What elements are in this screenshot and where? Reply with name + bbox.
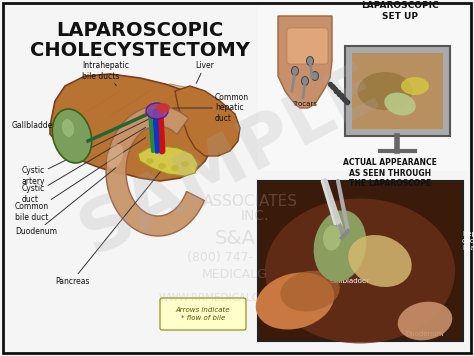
- Ellipse shape: [398, 302, 452, 340]
- Ellipse shape: [171, 165, 179, 171]
- Ellipse shape: [357, 72, 412, 110]
- Text: Cystic
artery: Cystic artery: [22, 117, 153, 186]
- Ellipse shape: [181, 161, 189, 167]
- Ellipse shape: [401, 77, 429, 95]
- Ellipse shape: [255, 272, 334, 330]
- Text: Arrows indicate
* flow of bile: Arrows indicate * flow of bile: [176, 308, 230, 320]
- Polygon shape: [175, 86, 240, 156]
- FancyBboxPatch shape: [258, 6, 468, 171]
- Ellipse shape: [314, 210, 366, 282]
- Text: Common
hepatic
duct: Common hepatic duct: [173, 93, 249, 123]
- Ellipse shape: [107, 144, 123, 168]
- Text: Gallbladder: Gallbladder: [330, 278, 370, 284]
- Polygon shape: [155, 84, 210, 151]
- Text: Intrahepatic
bile ducts: Intrahepatic bile ducts: [82, 61, 129, 86]
- Ellipse shape: [348, 235, 412, 287]
- FancyBboxPatch shape: [287, 28, 328, 64]
- Text: Pancreas: Pancreas: [55, 168, 163, 286]
- Ellipse shape: [156, 103, 170, 113]
- Text: Trocars: Trocars: [292, 101, 318, 107]
- Text: Hepato-
duodenal
ligament: Hepato- duodenal ligament: [462, 231, 474, 251]
- Polygon shape: [278, 16, 332, 108]
- Ellipse shape: [301, 77, 309, 85]
- Ellipse shape: [146, 158, 154, 164]
- Ellipse shape: [62, 119, 74, 137]
- Text: LAPAROSCOPIC: LAPAROSCOPIC: [56, 21, 224, 41]
- Text: MEDICALG: MEDICALG: [202, 267, 268, 281]
- Ellipse shape: [146, 103, 168, 119]
- Ellipse shape: [280, 271, 340, 312]
- Text: ACTUAL APPEARANCE
AS SEEN THROUGH
THE LAPAROSCOPE: ACTUAL APPEARANCE AS SEEN THROUGH THE LA…: [343, 158, 437, 188]
- Ellipse shape: [384, 93, 416, 115]
- Polygon shape: [50, 74, 215, 181]
- Text: (800) 747-: (800) 747-: [187, 251, 253, 265]
- Text: Duodenum: Duodenum: [15, 168, 116, 236]
- Polygon shape: [138, 146, 198, 176]
- Text: Cystic
duct: Cystic duct: [22, 127, 146, 204]
- Ellipse shape: [52, 109, 91, 163]
- Text: ASSOCIATES: ASSOCIATES: [202, 194, 298, 209]
- FancyBboxPatch shape: [3, 3, 471, 353]
- Text: Liver: Liver: [195, 62, 214, 84]
- Text: Liver: Liver: [282, 318, 299, 324]
- Ellipse shape: [158, 163, 166, 169]
- Text: WWW.RRMEDICALG: WWW.RRMEDICALG: [159, 293, 261, 303]
- FancyBboxPatch shape: [160, 298, 246, 330]
- Ellipse shape: [307, 57, 313, 66]
- Text: LAPAROSCOPIC
SET UP: LAPAROSCOPIC SET UP: [361, 1, 439, 21]
- Text: SAMPLE: SAMPLE: [69, 53, 391, 268]
- FancyBboxPatch shape: [352, 53, 443, 129]
- Text: CHOLECYSTECTOMY: CHOLECYSTECTOMY: [30, 42, 250, 61]
- Ellipse shape: [265, 199, 455, 344]
- Text: Common
bile duct: Common bile duct: [15, 137, 146, 222]
- Text: S&A: S&A: [215, 229, 255, 247]
- FancyBboxPatch shape: [345, 46, 450, 136]
- Text: Duodenum: Duodenum: [406, 331, 444, 337]
- Ellipse shape: [311, 72, 319, 80]
- FancyBboxPatch shape: [258, 181, 463, 341]
- Ellipse shape: [292, 67, 299, 75]
- Text: Gallbladder: Gallbladder: [12, 121, 69, 131]
- Ellipse shape: [323, 225, 341, 251]
- Polygon shape: [106, 106, 204, 236]
- Text: INC.: INC.: [241, 209, 269, 223]
